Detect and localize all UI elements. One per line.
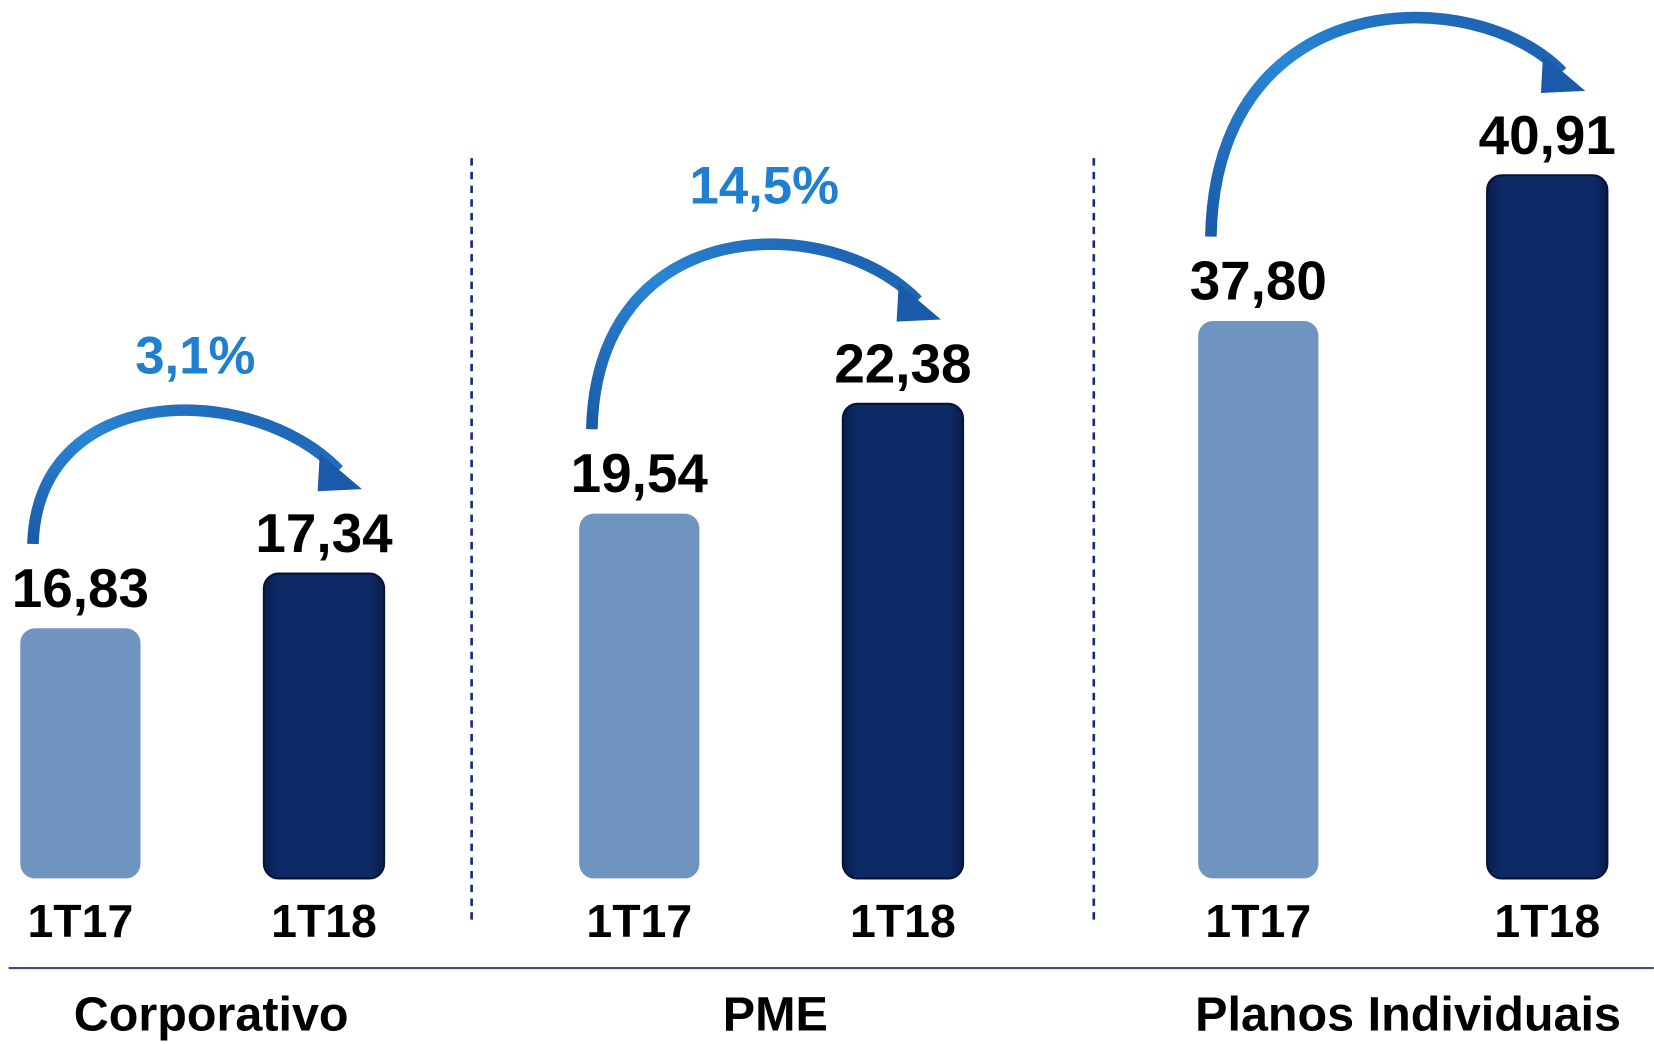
value-label: 40,91: [1479, 104, 1616, 166]
bar: [841, 402, 965, 880]
x-tick-label: 1T18: [850, 895, 956, 947]
bar: [579, 513, 700, 879]
growth-label: 14,5%: [690, 157, 839, 216]
arrow-head: [1540, 55, 1586, 94]
growth-arrow: [27, 404, 343, 545]
bar: [1198, 320, 1319, 879]
arrow-head: [317, 453, 362, 492]
group-title: PME: [723, 987, 828, 1041]
value-label: 37,80: [1190, 250, 1327, 312]
bar: [1486, 174, 1609, 880]
x-tick-label: 1T17: [586, 895, 692, 947]
growth-arrow: [586, 238, 922, 430]
value-label: 22,38: [834, 332, 971, 394]
x-tick-label: 1T18: [1494, 895, 1600, 947]
group-title: Planos Individuais: [1195, 987, 1621, 1041]
growth-label: 3,1%: [135, 326, 255, 385]
group-title: Corporativo: [74, 987, 349, 1041]
x-tick-label: 1T18: [271, 895, 377, 947]
value-label: 16,83: [12, 557, 149, 619]
x-tick-label: 1T17: [1205, 895, 1311, 947]
value-label: 19,54: [571, 442, 709, 504]
x-tick-label: 1T17: [28, 895, 134, 947]
bar: [262, 572, 386, 880]
growth-arrow: [1205, 11, 1567, 237]
value-label: 17,34: [255, 502, 393, 564]
arrow-head: [896, 283, 941, 322]
bar: [20, 628, 141, 879]
